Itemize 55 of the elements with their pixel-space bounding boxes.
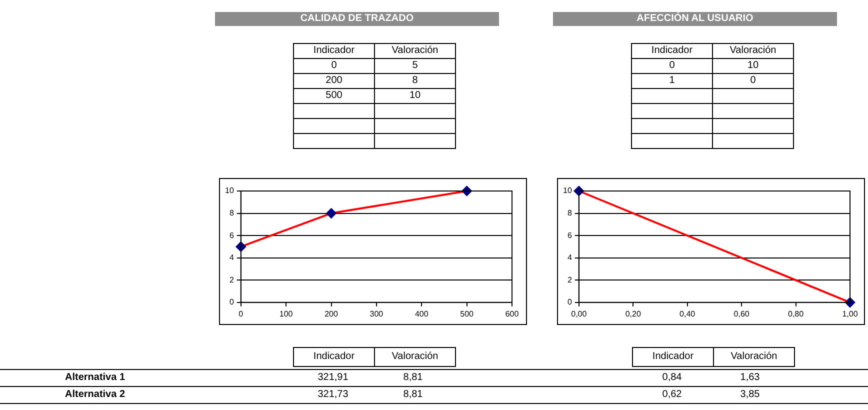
text: 321,73 xyxy=(316,388,350,401)
text: 5 xyxy=(375,59,455,73)
text: Valoración xyxy=(714,350,794,364)
y-tick-label: 2 xyxy=(567,275,572,284)
text: Indicador xyxy=(632,44,712,58)
x-tick-label: 1,00 xyxy=(842,309,858,318)
y-tick-label: 6 xyxy=(229,230,234,240)
text: Indicador xyxy=(294,44,374,58)
y-tick-label: 4 xyxy=(229,253,234,262)
text: Valoración xyxy=(375,350,455,364)
text: 3,85 xyxy=(739,388,761,401)
text: 8,81 xyxy=(402,388,424,401)
y-tick-label: 4 xyxy=(567,253,572,262)
x-tick-label: 600 xyxy=(505,309,520,318)
text: 10 xyxy=(713,59,793,73)
x-tick-label: 0,60 xyxy=(734,309,750,318)
y-tick-label: 2 xyxy=(229,275,234,284)
x-tick-label: 500 xyxy=(460,309,474,318)
text: Alternativa 1 xyxy=(65,371,126,384)
text: 0,84 xyxy=(661,371,683,384)
y-tick-label: 0 xyxy=(567,298,572,307)
text: Valoración xyxy=(713,44,793,58)
y-tick-label: 10 xyxy=(224,186,234,196)
x-tick-label: 0,20 xyxy=(625,309,642,318)
x-tick-label: 100 xyxy=(279,309,294,318)
text: 500 xyxy=(294,89,374,103)
y-tick-label: 8 xyxy=(229,208,234,218)
x-tick-label: 400 xyxy=(414,309,429,318)
text: 1,63 xyxy=(739,371,761,384)
text: 10 xyxy=(375,89,455,103)
x-tick-label: 0 xyxy=(238,309,244,318)
y-tick-label: 8 xyxy=(567,208,572,218)
text: 0 xyxy=(713,74,793,88)
text: 200 xyxy=(294,74,374,88)
x-tick-label: 0,00 xyxy=(571,309,588,318)
text: 0 xyxy=(632,59,712,73)
y-tick-label: 6 xyxy=(567,230,572,240)
text: 0,62 xyxy=(661,388,683,401)
x-tick-label: 0,40 xyxy=(680,309,696,318)
text: CALIDAD DE TRAZADO xyxy=(215,12,499,26)
text: 1 xyxy=(632,74,712,88)
x-tick-label: 0,80 xyxy=(788,309,804,318)
text: Valoración xyxy=(375,44,455,58)
text: 0 xyxy=(294,59,374,73)
text: 8 xyxy=(375,74,455,88)
y-tick-label: 0 xyxy=(229,298,234,307)
text: 8,81 xyxy=(402,371,424,384)
text: AFECCIÓN AL USUARIO xyxy=(553,12,837,26)
text: 321,91 xyxy=(316,371,350,384)
y-tick-label: 10 xyxy=(562,186,572,196)
x-tick-label: 200 xyxy=(324,309,338,318)
text: Alternativa 2 xyxy=(65,388,126,401)
x-tick-label: 300 xyxy=(370,309,384,318)
text: Indicador xyxy=(294,350,374,364)
text: Indicador xyxy=(633,350,713,364)
